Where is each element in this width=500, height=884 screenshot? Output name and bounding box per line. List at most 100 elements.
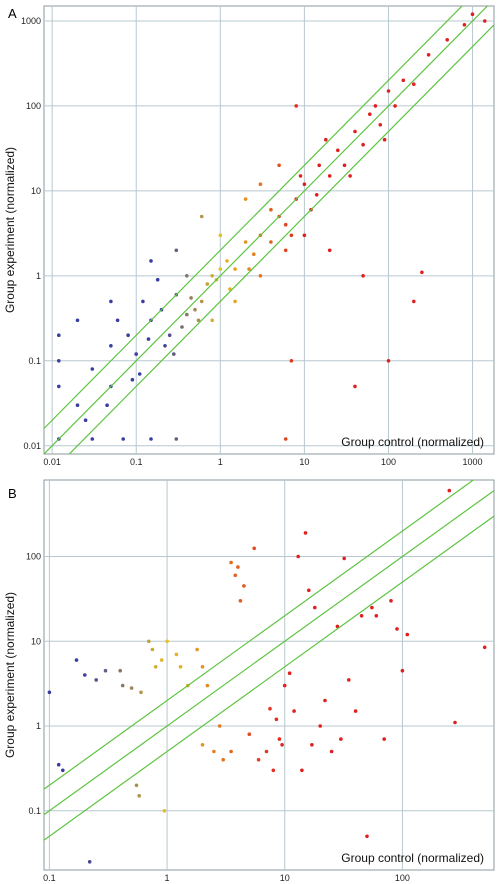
panel-a-point [155, 277, 160, 282]
panel-a-point [137, 372, 142, 376]
panel-b-point [453, 720, 457, 725]
panel-a-point [269, 207, 273, 212]
panel-b-point [307, 588, 311, 593]
panel-b-point [159, 658, 164, 662]
panel-a-point [185, 312, 189, 317]
panel-a-x-tick-label: 10 [299, 457, 309, 467]
panel-b: 0.1 1 10 100 0.1 1 10 100 B Group control (nor… [3, 479, 495, 883]
panel-b-point [447, 488, 452, 493]
panel-b-point [347, 678, 351, 682]
panel-a-point [225, 259, 229, 263]
panel-b-y-ticks: 0.1 1 10 100 [26, 552, 41, 816]
panel-a-point [109, 344, 113, 348]
panel-b-point [118, 668, 122, 673]
panel-b-point [221, 757, 225, 762]
panel-b-fold-line [44, 480, 475, 790]
panel-b-point [47, 690, 52, 695]
panel-b-point [335, 624, 340, 629]
panel-b-point [365, 834, 369, 839]
panel-b-letter: B [8, 486, 17, 501]
panel-a-point [196, 318, 201, 323]
panel-b-point [318, 724, 323, 728]
panel-b-y-tick-label: 1 [36, 721, 41, 731]
panel-a-point [180, 325, 184, 329]
panel-b-point [300, 768, 304, 773]
panel-a-point [420, 270, 424, 275]
panel-a-point [167, 333, 172, 338]
panel-a-point [174, 248, 179, 253]
panel-a-point [445, 38, 450, 42]
panel-a-point [149, 437, 153, 441]
panel-b-point [162, 809, 167, 813]
panel-a-point [243, 197, 248, 201]
panel-b-point [374, 614, 379, 618]
panel-a-point [327, 248, 332, 253]
panel-b-x-tick-label: 10 [280, 873, 290, 883]
panel-a-point [483, 19, 487, 23]
panel-b-point [264, 749, 269, 754]
panel-b-point [200, 743, 205, 747]
panel-a-point [199, 299, 204, 304]
panel-a-ylabel: Group experiment (normalized) [3, 147, 17, 313]
panel-b-point [205, 683, 210, 688]
panel-b-point [212, 749, 216, 754]
panel-a-point [193, 307, 197, 312]
panel-b-point [147, 639, 151, 644]
panel-b-point [229, 560, 233, 565]
panel-a-fold-lines [44, 6, 494, 454]
panel-b-ylabel: Group experiment (normalized) [3, 592, 17, 758]
panel-a-point [412, 299, 416, 304]
panel-b-point [150, 647, 155, 652]
panel-a-point [189, 296, 193, 300]
panel-a-point [283, 222, 288, 227]
panel-a-x-tick-label: 1 [218, 457, 223, 467]
panel-a-point [368, 112, 372, 116]
panel-a-point [75, 403, 80, 408]
panel-b-point [229, 749, 233, 754]
panel-a-point [382, 137, 387, 142]
panel-a-point [172, 352, 176, 356]
panel-a-point [258, 182, 263, 186]
panel-b-y-tick-label: 10 [31, 636, 41, 646]
panel-a-point [210, 274, 214, 278]
panel-b-point [292, 709, 296, 713]
panel-a-point [258, 274, 263, 278]
panel-a-x-tick-label: 0.1 [130, 457, 143, 467]
panel-a-point [83, 418, 88, 423]
panel-a-point [141, 299, 145, 304]
panel-b-point [61, 768, 65, 773]
panel-a-point [105, 403, 109, 408]
panel-b-point [236, 565, 240, 569]
panel-b-point [137, 794, 141, 798]
panel-a-y-tick-label: 0.1 [28, 356, 41, 366]
panel-a-y-tick-label: 100 [26, 101, 41, 111]
panel-a-point [199, 214, 204, 219]
panel-b-point [247, 732, 252, 736]
panel-a-xlabel: Group control (normalized) [341, 435, 484, 449]
panel-a-point [57, 333, 61, 338]
panel-a-letter: A [8, 6, 17, 21]
panel-a-point [289, 359, 294, 363]
panel-a-point [302, 233, 307, 238]
panel-b-point [153, 665, 158, 669]
panel-a-point [247, 267, 251, 271]
panel-a-point [361, 142, 365, 147]
panel-a-y-tick-label: 0.01 [23, 441, 41, 451]
panel-b-y-tick-label: 100 [26, 552, 41, 562]
panel-b-points [47, 488, 487, 864]
panel-b-point [282, 683, 287, 688]
panel-b-grid [44, 480, 494, 870]
panel-a-point [353, 129, 357, 134]
panel-a-point [233, 299, 237, 304]
panel-a-point [228, 287, 232, 291]
panel-b-point [233, 573, 238, 578]
panel-a-x-ticks: 0.01 0.1 1 10 100 1000 [43, 457, 482, 467]
panel-a-point [298, 174, 303, 178]
panel-b-point [94, 678, 98, 682]
panel-a-point [378, 123, 383, 127]
panel-b-point [370, 605, 374, 610]
panel-a-point [289, 233, 294, 238]
panel-b-xlabel: Group control (normalized) [341, 851, 484, 865]
panel-b-point [174, 652, 179, 657]
panel-a-point [252, 252, 256, 256]
